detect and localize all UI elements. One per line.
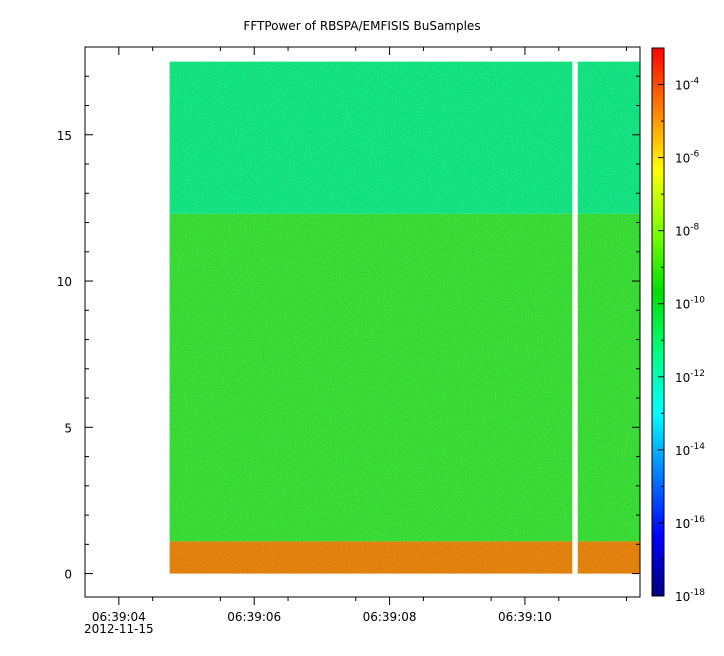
x-tick-label: 06:39:06 (227, 610, 281, 624)
x-tick-label: 06:39:04 (92, 610, 146, 624)
y-tick-label: 10 (57, 275, 72, 289)
colorbar-tick-label: 10-14 (675, 442, 705, 458)
data-gap (572, 61, 578, 574)
colorbar-tick-label: 10-4 (675, 77, 700, 93)
plot-area (84, 46, 641, 598)
colorbar-tick-label: 10-6 (675, 150, 700, 166)
chart-title: FFTPower of RBSPA/EMFISIS BuSamples (243, 19, 480, 33)
colorbar-tick-label: 10-12 (675, 369, 705, 385)
colorbar: 10-4 10-6 10-8 10-10 10-12 10-14 10-16 10-18 (651, 47, 705, 604)
x-tick-label: 06:39:08 (363, 610, 417, 624)
plot-frame (84, 46, 641, 598)
y-tick-label: 5 (64, 421, 72, 435)
x-tick-label: 06:39:10 (498, 610, 552, 624)
colorbar-gradient (652, 48, 664, 596)
colorbar-tick-label: 10-18 (675, 588, 705, 604)
colorbar-tick-label: 10-10 (675, 296, 705, 312)
colorbar-tick-label: 10-16 (675, 515, 705, 531)
noise-texture (169, 61, 641, 574)
colorbar-tick-label: 10-8 (675, 223, 700, 239)
y-axis: 0 5 10 15 (57, 75, 640, 582)
x-tick-date-label: 2012-11-15 (84, 622, 154, 636)
y-tick-label: 15 (57, 129, 72, 143)
y-tick-label: 0 (64, 568, 72, 582)
